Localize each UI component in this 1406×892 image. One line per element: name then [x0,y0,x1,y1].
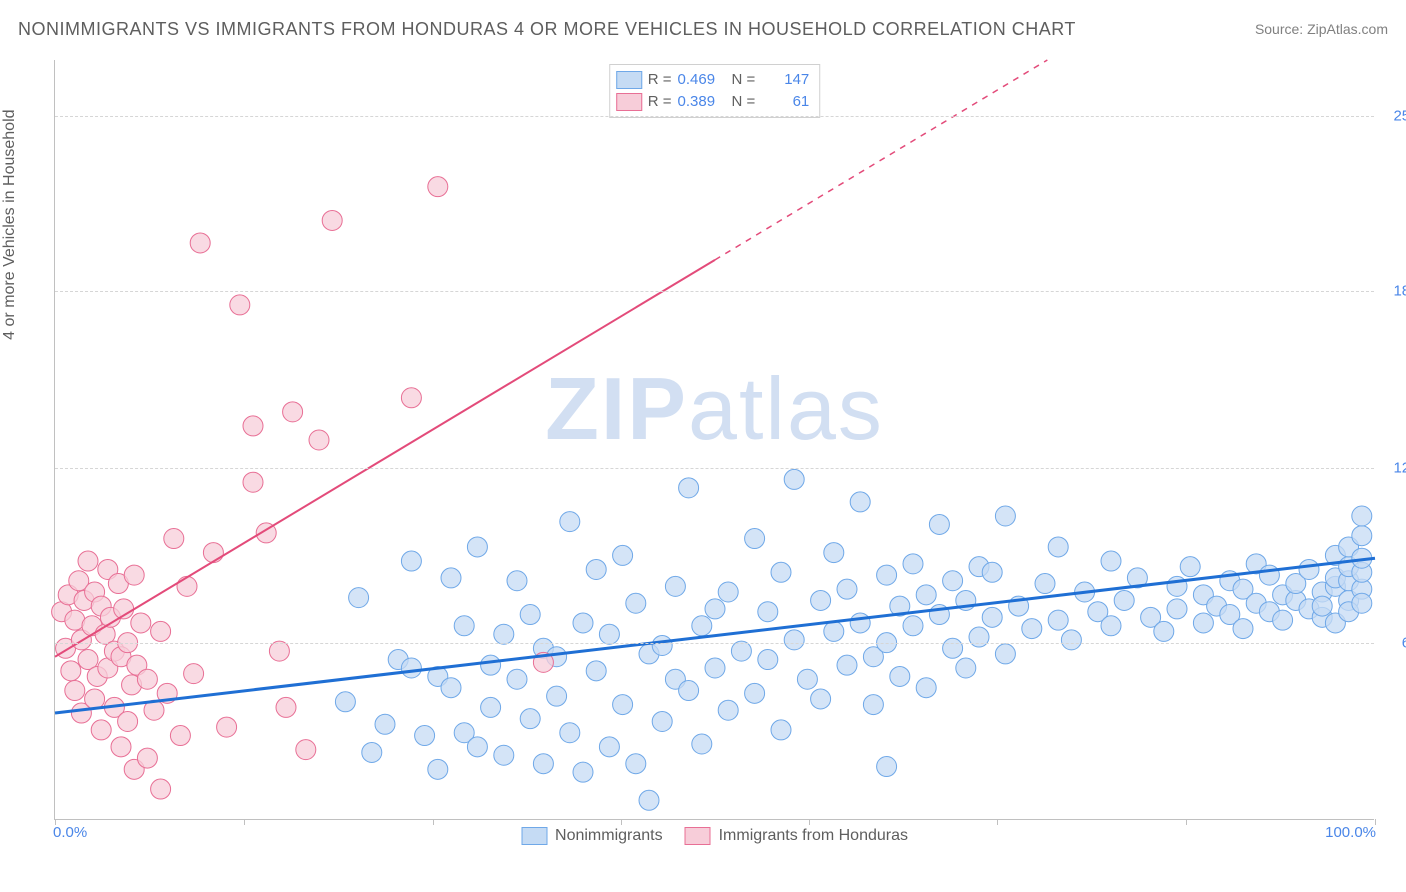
legend-swatch [685,827,711,845]
x-min-label: 0.0% [53,824,87,841]
legend-swatch [616,71,642,89]
correlation-legend: R = 0.469N = 147R = 0.389N = 61 [609,64,821,118]
y-axis-label: 4 or more Vehicles in Household [1,109,19,339]
trend-layer [55,60,1374,819]
x-max-label: 100.0% [1325,824,1376,841]
legend-label: Nonimmigrants [555,827,663,845]
legend-swatch [521,827,547,845]
plot-area: ZIPatlas R = 0.469N = 147R = 0.389N = 61… [54,60,1374,820]
gridline [55,468,1374,469]
x-tick-mark [809,819,810,825]
gridline [55,291,1374,292]
legend-row: R = 0.469N = 147 [616,69,810,91]
chart-title: NONIMMIGRANTS VS IMMIGRANTS FROM HONDURA… [18,19,1076,40]
x-tick-mark [621,819,622,825]
legend-item: Nonimmigrants [521,827,663,845]
y-tick-label: 25.0% [1381,108,1406,125]
source-label: Source: ZipAtlas.com [1255,21,1388,37]
y-tick-label: 12.5% [1381,460,1406,477]
series-legend: Nonimmigrants Immigrants from Honduras [521,827,908,845]
gridline [55,116,1374,117]
trend-line [55,558,1375,713]
x-tick-mark [997,819,998,825]
x-tick-mark [244,819,245,825]
y-tick-label: 6.3% [1381,634,1406,651]
x-tick-mark [55,819,56,825]
legend-row: R = 0.389N = 61 [616,91,810,113]
legend-label: Immigrants from Honduras [719,827,908,845]
trend-line [55,260,715,657]
x-tick-mark [1186,819,1187,825]
legend-swatch [616,93,642,111]
legend-item: Immigrants from Honduras [685,827,908,845]
y-tick-label: 18.8% [1381,282,1406,299]
gridline [55,643,1374,644]
x-tick-mark [1375,819,1376,825]
x-tick-mark [433,819,434,825]
